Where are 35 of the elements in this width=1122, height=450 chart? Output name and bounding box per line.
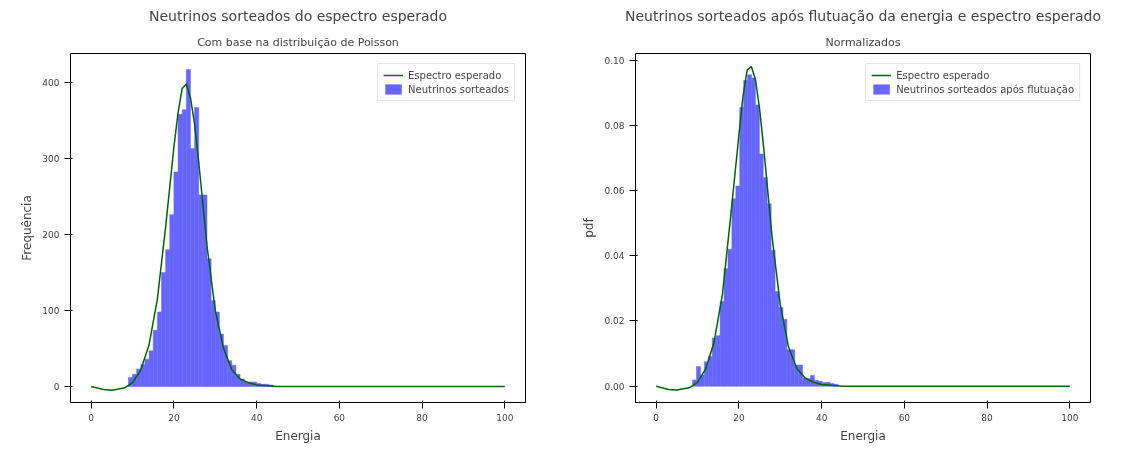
x-tick-label: 100 xyxy=(1061,412,1079,423)
x-tick-label: 40 xyxy=(815,412,828,423)
x-tick-label: 100 xyxy=(496,412,514,423)
y-tick-label: 300 xyxy=(42,153,60,164)
x-tick-label: 20 xyxy=(733,412,745,423)
x-tick-label: 40 xyxy=(250,412,263,423)
legend-label: Neutrinos sorteados xyxy=(408,83,509,95)
y-tick-label: 200 xyxy=(42,229,60,240)
y-tick-label: 0.10 xyxy=(604,55,625,66)
x-tick-label: 60 xyxy=(333,412,346,423)
x-tick-label: 60 xyxy=(898,412,911,423)
x-tick-label: 20 xyxy=(168,412,180,423)
y-tick-label: 0.08 xyxy=(604,120,625,131)
y-tick-label: 0.06 xyxy=(604,185,625,196)
y-tick-label: 0 xyxy=(53,382,60,393)
x-axis-title: Energia xyxy=(840,428,886,443)
y-tick-label: 0.04 xyxy=(604,251,625,262)
legend-label: Espectro esperado xyxy=(408,69,502,81)
y-tick-label: 0.00 xyxy=(604,381,625,392)
y-tick-label: 400 xyxy=(42,77,60,88)
chart-subtitle: Normalizados xyxy=(825,35,901,49)
x-tick-label: 80 xyxy=(981,412,994,423)
y-tick-label: 0.02 xyxy=(604,316,625,327)
y-tick-label: 100 xyxy=(42,306,60,316)
chart-title: Neutrinos sorteados após flutuação da energia e espectro esperado xyxy=(624,7,1102,24)
chart-subtitle: Com base na distribuição de Poisson xyxy=(197,35,399,49)
y-axis-title: pdf xyxy=(582,217,597,238)
x-tick-label: 80 xyxy=(416,412,429,423)
x-tick-label: 0 xyxy=(653,412,660,423)
chart-title: Neutrinos sorteados do espectro esperado xyxy=(149,7,447,24)
y-axis-title: Frequência xyxy=(20,195,35,261)
legend-label: Neutrinos sorteados após flutuação xyxy=(896,83,1074,95)
x-axis-title: Energia xyxy=(275,428,321,443)
x-tick-label: 0 xyxy=(88,412,95,423)
legend-label: Espectro esperado xyxy=(896,69,990,81)
